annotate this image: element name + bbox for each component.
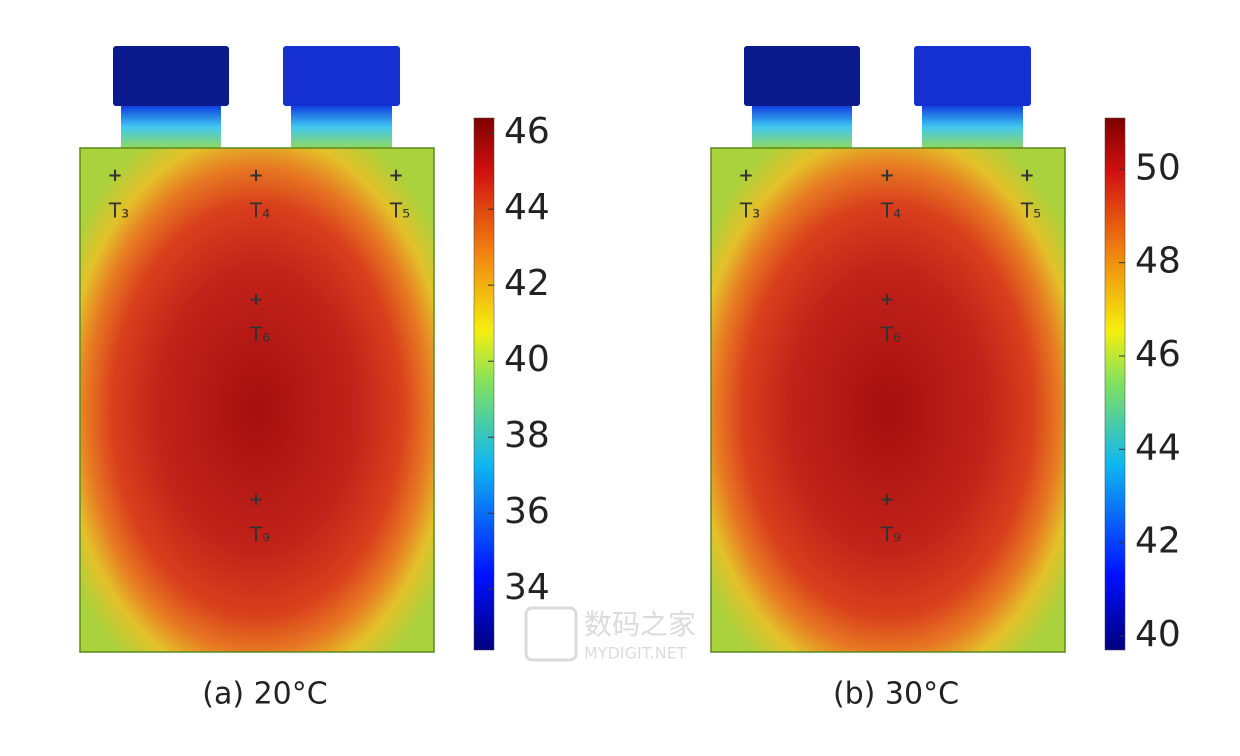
probe-marker: +	[738, 165, 753, 186]
colorbar-tick-label: 42	[504, 263, 550, 304]
colorbar-tick-label: 46	[1135, 334, 1181, 375]
watermark: 数码之家 MYDIGIT.NET	[524, 606, 696, 663]
probe-label: T₅	[389, 199, 410, 223]
probe-label: T₆	[249, 323, 270, 347]
probe-marker: +	[388, 165, 403, 186]
colorbar-tick-label: 34	[504, 567, 550, 608]
probe-label: T₅	[1020, 199, 1041, 223]
probe-marker: +	[248, 289, 263, 310]
panel-caption: (b) 30°C	[833, 677, 959, 712]
colorbar-tick-label: 48	[1135, 241, 1181, 282]
colorbar-tick-label: 46	[504, 111, 550, 152]
cell-body	[710, 147, 1066, 653]
cell-body	[79, 147, 435, 653]
colorbar-tick-label: 44	[1135, 427, 1181, 468]
probe-label: T₉	[249, 523, 270, 547]
probe-label: T₆	[880, 323, 901, 347]
probe-marker: +	[248, 489, 263, 510]
probe-marker: +	[248, 165, 263, 186]
colorbar-tick-label: 42	[1135, 521, 1181, 562]
colorbar-tick-label: 44	[504, 187, 550, 228]
probe-marker: +	[1019, 165, 1034, 186]
tab-neck	[291, 106, 392, 148]
tab	[744, 46, 860, 106]
probe-label: T₃	[739, 199, 760, 223]
watermark-subtitle: MYDIGIT.NET	[584, 644, 687, 663]
probe-label: T₄	[880, 199, 901, 223]
colorbar-tick-label: 40	[504, 339, 550, 380]
colorbar-tick-label: 38	[504, 415, 550, 456]
probe-marker: +	[107, 165, 122, 186]
colorbar	[473, 117, 495, 651]
tab	[113, 46, 229, 106]
probe-label: T₃	[108, 199, 129, 223]
probe-marker: +	[879, 489, 894, 510]
probe-marker: +	[879, 165, 894, 186]
probe-marker: +	[879, 289, 894, 310]
tab-neck	[752, 106, 852, 148]
probe-label: T₉	[880, 523, 901, 547]
panel: + T₃ + T₄ + T₅ + T₆ + T₉ 40 42 44 46 48 50 (b) 30°C	[710, 46, 1181, 712]
watermark-title: 数码之家	[584, 608, 696, 641]
panel-caption: (a) 20°C	[202, 677, 327, 712]
tab	[283, 46, 400, 106]
colorbar	[1104, 117, 1126, 651]
probe-label: T₄	[249, 199, 270, 223]
panel: + T₃ + T₄ + T₅ + T₆ + T₉ 34 36 38 40 42 44 46 (a) 20°C	[79, 46, 550, 712]
tab	[914, 46, 1031, 106]
colorbar-tick-label: 40	[1135, 614, 1181, 655]
colorbar-tick-label: 50	[1135, 147, 1181, 188]
colorbar-tick-label: 36	[504, 491, 550, 532]
tab-neck	[121, 106, 221, 148]
watermark-logo	[524, 606, 578, 662]
tab-neck	[922, 106, 1023, 148]
